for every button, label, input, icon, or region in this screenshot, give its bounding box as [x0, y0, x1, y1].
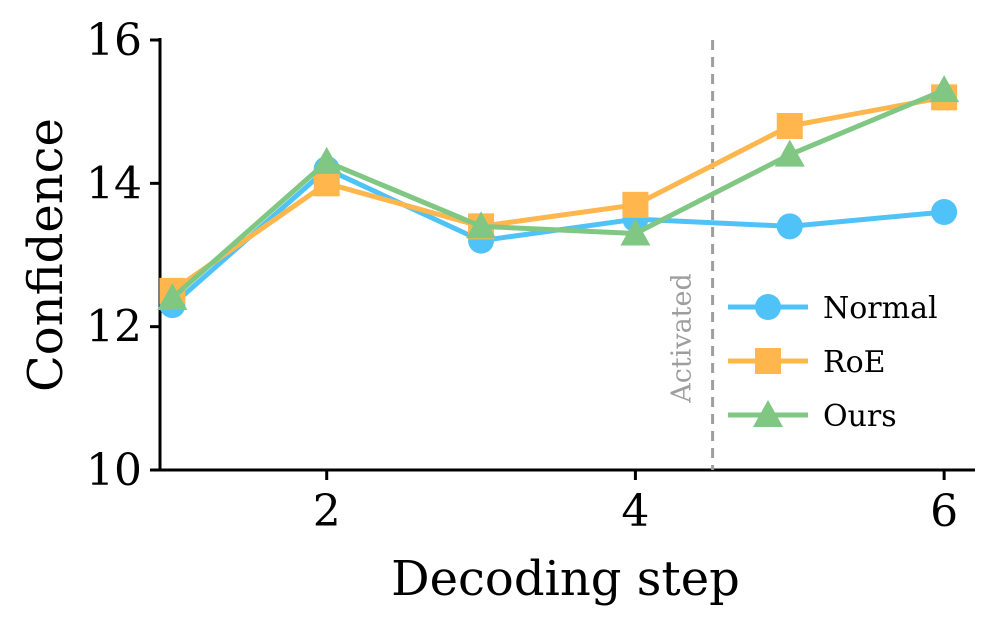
series-roe [159, 84, 958, 304]
data-point-normal [776, 213, 803, 240]
data-point-ours [774, 139, 805, 167]
x-tick-label: 4 [621, 486, 649, 537]
legend-label: Ours [823, 399, 897, 434]
data-point-roe [776, 113, 803, 139]
legend-label: RoE [823, 345, 886, 380]
legend-marker [755, 294, 781, 320]
series-ours [157, 75, 960, 310]
data-point-roe [313, 170, 340, 197]
legend-label: Normal [823, 291, 938, 326]
data-point-roe [622, 191, 649, 218]
data-point-ours [157, 283, 188, 310]
series-layer [157, 75, 960, 319]
series-line-normal [170, 166, 945, 308]
x-tick-label: 2 [313, 486, 341, 537]
series-line-ours [170, 87, 946, 300]
data-point-ours [929, 75, 960, 103]
legend: Normal RoE Ours [728, 291, 938, 434]
axes: 10 12 14 16 2 4 6 [86, 15, 975, 537]
y-tick-label: 14 [86, 158, 142, 209]
legend-item-roe: RoE [728, 345, 886, 380]
data-point-normal [931, 199, 958, 225]
y-tick-label: 10 [86, 445, 142, 496]
annotation-layer: Activated [667, 40, 715, 470]
x-tick-label: 6 [930, 486, 958, 537]
y-axis-label: Confidence [18, 118, 74, 392]
data-point-ours [620, 218, 651, 246]
activation-label: Activated [667, 273, 698, 404]
legend-item-normal: Normal [728, 291, 938, 326]
series-line-roe [170, 94, 945, 293]
legend-item-ours: Ours [728, 399, 897, 434]
y-tick-label: 12 [86, 302, 142, 353]
legend-marker [753, 400, 783, 427]
data-point-ours [466, 211, 497, 239]
y-tick-label: 16 [86, 15, 142, 66]
legend-marker [755, 348, 781, 374]
data-point-ours [311, 146, 342, 174]
x-axis-label: Decoding step [391, 551, 740, 607]
